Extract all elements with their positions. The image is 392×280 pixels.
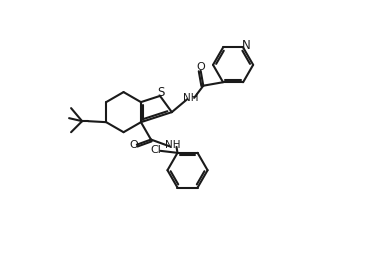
Text: S: S — [157, 86, 165, 99]
Text: NH: NH — [183, 93, 198, 102]
Text: O: O — [196, 62, 205, 72]
Text: O: O — [129, 140, 138, 150]
Text: N: N — [241, 39, 250, 52]
Text: Cl: Cl — [151, 145, 162, 155]
Text: NH: NH — [165, 140, 181, 150]
